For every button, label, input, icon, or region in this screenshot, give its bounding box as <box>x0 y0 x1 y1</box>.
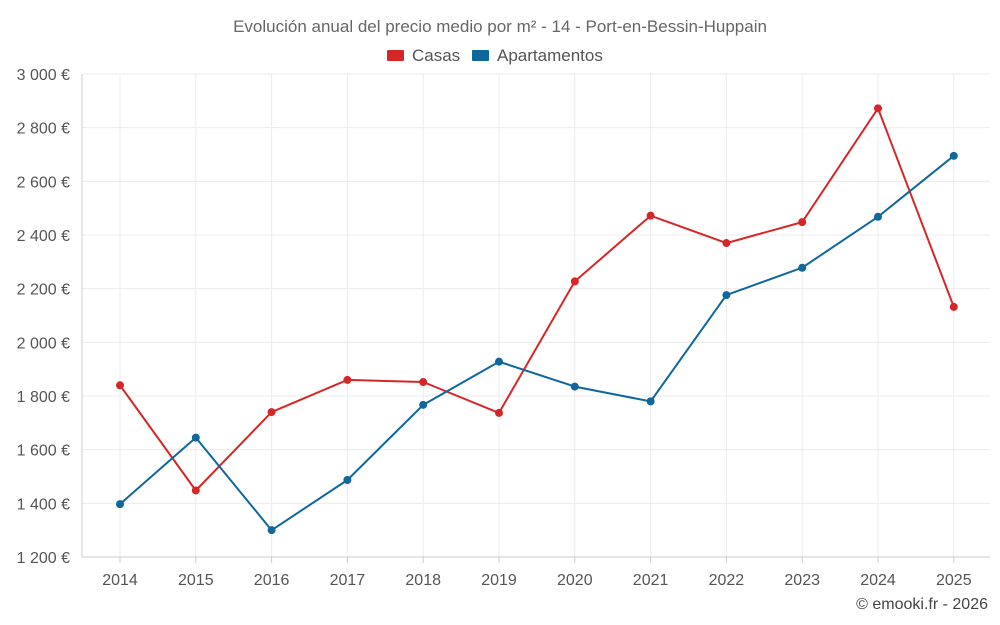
legend-swatch-casas <box>387 50 404 61</box>
data-point-casas[interactable] <box>646 211 655 220</box>
y-axis-ticks: 1 200 € 1 400 € 1 600 € 1 800 € 2 000 € 2 200… <box>17 67 70 567</box>
data-point-casas[interactable] <box>570 277 579 286</box>
x-tick-label: 2015 <box>178 572 214 589</box>
y-tick-label: 2 000 € <box>17 335 70 352</box>
y-tick-label: 3 000 € <box>17 67 70 84</box>
x-tick-label: 2025 <box>936 572 972 589</box>
data-point-apartamentos[interactable] <box>191 433 200 442</box>
data-point-casas[interactable] <box>419 378 428 387</box>
legend-item-apartamentos[interactable]: Apartamentos <box>472 46 603 65</box>
data-point-apartamentos[interactable] <box>722 291 731 300</box>
data-point-casas[interactable] <box>116 381 124 390</box>
legend-label-apartamentos: Apartamentos <box>497 46 603 65</box>
y-tick-label: 2 400 € <box>17 228 70 245</box>
data-point-casas[interactable] <box>267 408 276 417</box>
data-point-casas[interactable] <box>874 104 882 113</box>
series <box>116 104 958 535</box>
data-point-apartamentos[interactable] <box>419 400 428 409</box>
chart-credit: © emooki.fr - 2026 <box>856 596 988 613</box>
y-tick-label: 1 200 € <box>17 550 70 567</box>
y-tick-label: 1 800 € <box>17 389 70 406</box>
x-tick-label: 2016 <box>254 572 290 589</box>
chart-title: Evolución anual del precio medio por m² … <box>233 17 767 36</box>
y-tick-label: 2 800 € <box>17 121 70 138</box>
data-point-apartamentos[interactable] <box>343 475 352 484</box>
data-point-casas[interactable] <box>722 239 731 248</box>
data-point-apartamentos[interactable] <box>570 382 579 391</box>
data-point-apartamentos[interactable] <box>495 357 503 366</box>
data-point-casas[interactable] <box>798 218 807 227</box>
y-tick-label: 1 600 € <box>17 443 70 460</box>
series-line-casas <box>119 107 955 492</box>
legend: Casas Apartamentos <box>387 46 603 65</box>
x-axis-ticks: 2014 2015 2016 2017 2018 2019 2020 2021 2022 2023… <box>102 572 971 589</box>
x-tick-label: 2021 <box>633 572 669 589</box>
legend-item-casas[interactable]: Casas <box>387 46 460 65</box>
data-point-apartamentos[interactable] <box>874 212 882 221</box>
data-point-apartamentos[interactable] <box>267 526 276 535</box>
x-tick-label: 2022 <box>709 572 745 589</box>
data-point-apartamentos[interactable] <box>646 397 655 406</box>
axes <box>81 74 990 563</box>
x-tick-label: 2017 <box>330 572 366 589</box>
y-tick-label: 2 200 € <box>17 282 70 299</box>
data-point-apartamentos[interactable] <box>116 500 124 509</box>
x-tick-label: 2024 <box>860 572 896 589</box>
x-tick-label: 2020 <box>557 572 593 589</box>
data-point-apartamentos[interactable] <box>949 151 958 160</box>
data-point-apartamentos[interactable] <box>798 263 807 272</box>
x-tick-label: 2023 <box>784 572 820 589</box>
gridlines <box>82 73 990 557</box>
data-point-casas[interactable] <box>495 408 503 417</box>
x-tick-label: 2014 <box>102 572 138 589</box>
y-tick-label: 1 400 € <box>17 496 70 513</box>
data-point-casas[interactable] <box>343 375 352 384</box>
x-tick-label: 2019 <box>481 572 517 589</box>
data-point-casas[interactable] <box>949 302 958 311</box>
legend-label-casas: Casas <box>412 46 460 65</box>
series-line-apartamentos <box>119 155 955 532</box>
y-tick-label: 2 600 € <box>17 174 70 191</box>
legend-swatch-apartamentos <box>472 50 489 61</box>
x-tick-label: 2018 <box>405 572 441 589</box>
data-point-casas[interactable] <box>191 486 200 495</box>
